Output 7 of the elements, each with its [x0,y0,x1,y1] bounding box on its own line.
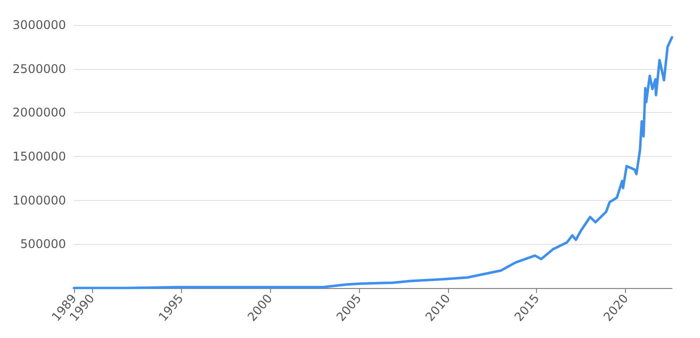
y-tick-label: 2000000 [12,106,66,120]
y-tick-label: 2500000 [12,62,66,76]
y-tick-label: 500000 [20,237,66,252]
y-tick-label: 1000000 [12,193,66,208]
line-series [72,36,674,290]
y-tick-label: 3000000 [12,18,66,32]
y-tick-label: 1500000 [12,150,66,164]
